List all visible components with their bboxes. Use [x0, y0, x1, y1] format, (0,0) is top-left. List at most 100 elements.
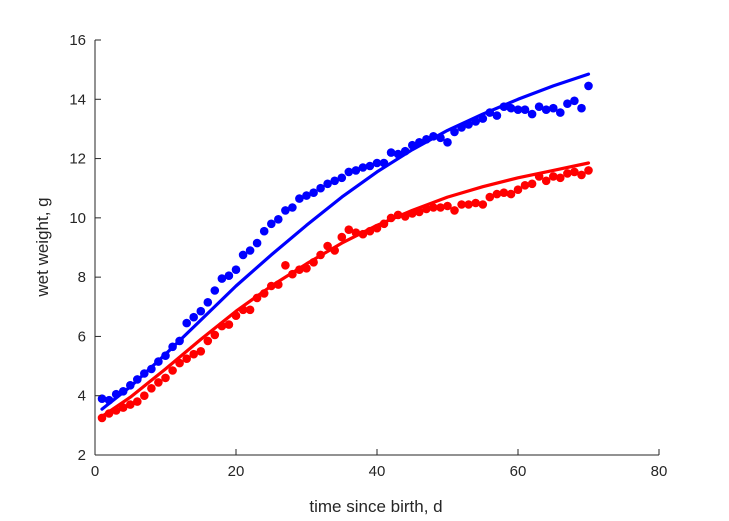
series-0-point: [450, 127, 459, 137]
series-0-point: [393, 149, 403, 159]
series-1-point: [457, 200, 466, 209]
series-0-point: [372, 158, 382, 168]
series-1-point: [274, 280, 283, 289]
series-0-point: [443, 138, 452, 147]
series-0-point: [245, 246, 255, 255]
plot-area: [97, 72, 593, 423]
series-1-point: [429, 203, 438, 212]
series-0-point: [400, 146, 410, 156]
series-1-point: [118, 403, 128, 412]
series-1-point: [584, 166, 593, 175]
series-0-point: [584, 81, 593, 91]
series-0-point: [408, 140, 417, 150]
y-tick-label: 6: [78, 328, 86, 345]
series-0-point: [344, 167, 354, 177]
series-0-point: [471, 117, 481, 126]
series-1-point: [415, 207, 424, 217]
series-0-point: [379, 158, 389, 168]
series-1-point: [527, 179, 537, 189]
series-1-point: [393, 210, 403, 220]
series-0-point: [436, 133, 445, 143]
series-0-point: [316, 183, 325, 193]
x-tick-label: 0: [91, 463, 99, 480]
series-0-point: [577, 103, 586, 113]
series-0-point: [541, 105, 551, 114]
series-1-point: [231, 311, 241, 321]
y-tick-label: 8: [78, 269, 86, 286]
series-1-point: [295, 265, 304, 275]
series-0-point: [534, 102, 544, 111]
series-1-point: [175, 358, 184, 368]
series-0-point: [309, 188, 318, 197]
series-0-point: [267, 219, 276, 229]
series-1-point: [337, 232, 347, 242]
series-0-point: [118, 387, 128, 396]
series-1-point: [478, 200, 488, 209]
series-0-point: [302, 191, 311, 200]
series-0-point: [556, 108, 565, 117]
axes: 0 20 40 60 80 2 4 6 8 10 12 14 16: [69, 32, 667, 480]
series-1-point: [485, 192, 495, 202]
series-1-point: [245, 305, 255, 315]
series-0-point: [386, 148, 396, 157]
series-0-point: [210, 286, 220, 295]
series-0-point: [238, 250, 248, 260]
series-0-point: [147, 364, 156, 374]
series-0-point: [161, 351, 170, 361]
series-1-point: [224, 320, 234, 329]
series-1-point: [267, 281, 276, 291]
series-1-point: [563, 169, 572, 178]
series-1-point: [408, 209, 417, 218]
series-0-point: [104, 395, 114, 405]
series-1-point: [365, 226, 375, 236]
series-0-point: [358, 163, 368, 172]
series-0-point: [252, 238, 262, 248]
series-1-point: [140, 391, 149, 401]
series-0-point: [527, 109, 537, 119]
series-0-point: [154, 357, 163, 366]
series-0-point: [457, 123, 466, 132]
series-1-point: [133, 397, 142, 406]
series-1-point: [238, 305, 248, 315]
y-tick-label: 14: [69, 91, 86, 108]
series-0-point: [126, 381, 135, 390]
series-0-point: [182, 318, 191, 328]
series-1-point: [104, 409, 114, 418]
series-0-point: [140, 369, 149, 378]
series-1-point: [400, 212, 410, 221]
series-0-point: [464, 120, 473, 129]
series-1-point: [513, 185, 523, 194]
series-1-point: [541, 176, 551, 186]
series-0-point: [337, 173, 347, 183]
series-0-point: [415, 138, 424, 147]
series-1-point: [203, 336, 213, 346]
x-tick-label: 80: [651, 463, 668, 480]
series-1-point: [154, 378, 163, 387]
series-1-point: [316, 250, 325, 260]
series-0-point: [224, 271, 234, 281]
series-0-point: [422, 135, 431, 144]
series-1-point: [443, 201, 452, 211]
series-0-point: [217, 274, 227, 283]
series-1-point: [534, 172, 544, 181]
series-1-point: [217, 321, 227, 331]
series-3-fit-line: [100, 161, 591, 419]
series-1-point: [161, 373, 170, 383]
series-0-point: [274, 215, 283, 224]
series-1-point: [549, 172, 558, 181]
series-0-point: [168, 342, 177, 352]
series-1-point: [330, 246, 340, 255]
series-1-point: [520, 181, 530, 190]
series-0-point: [175, 336, 184, 346]
y-tick-label: 10: [69, 210, 86, 227]
y-tick-label: 4: [78, 388, 86, 405]
series-1-point: [281, 261, 290, 270]
series-1-point: [252, 293, 262, 303]
series-0-point: [513, 105, 523, 114]
series-0-point: [203, 298, 213, 307]
y-axis-label: wet weight, g: [33, 197, 52, 297]
series-1-point: [379, 219, 389, 229]
x-axis-label: time since birth, d: [309, 497, 442, 516]
y-tick-label: 12: [69, 151, 86, 168]
series-1-point: [499, 188, 509, 197]
